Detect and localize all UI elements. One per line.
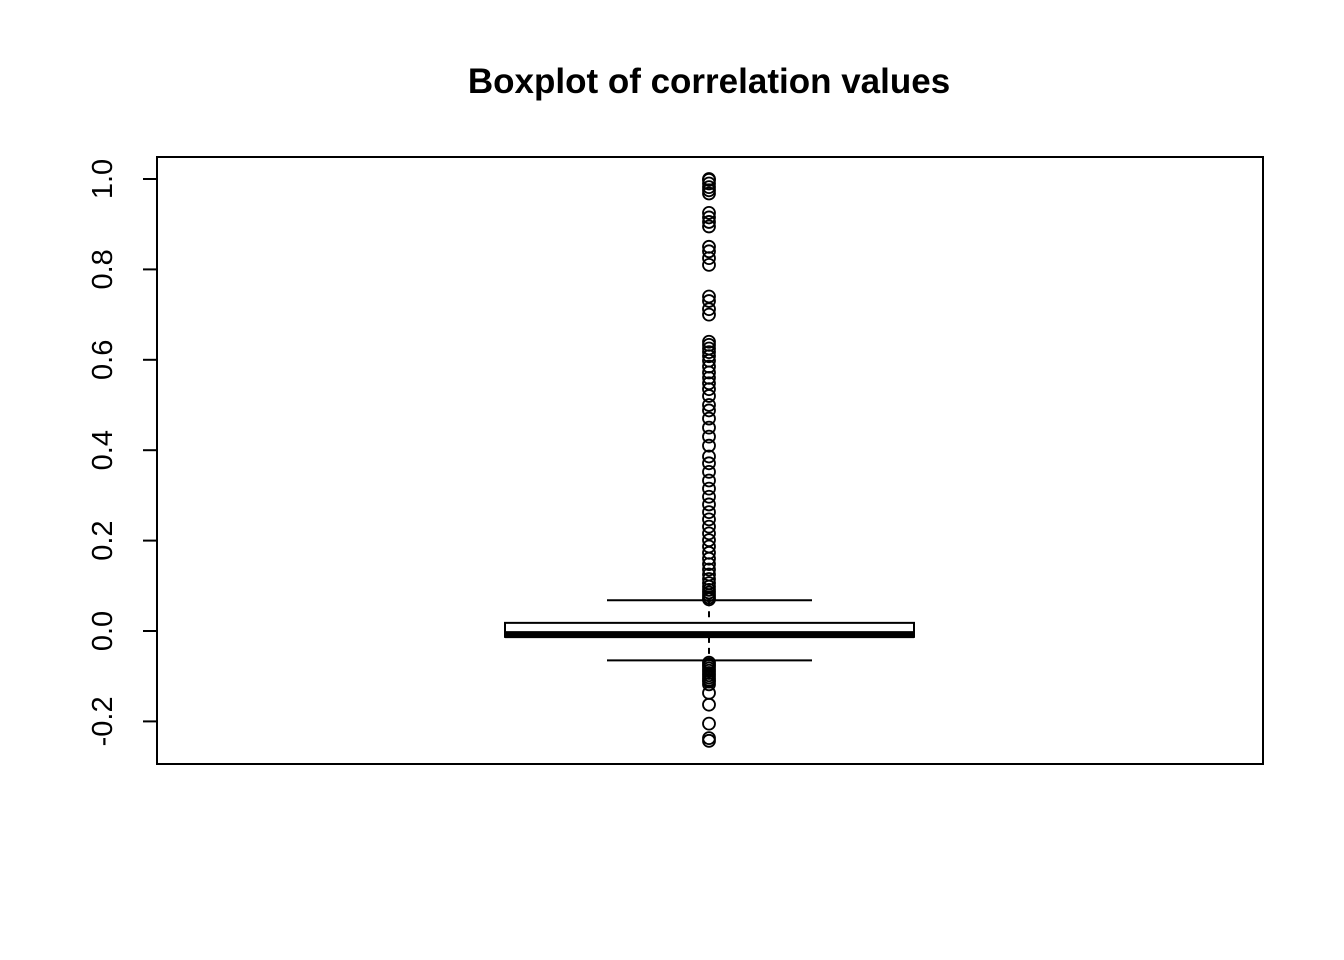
outlier-point xyxy=(702,562,716,577)
outlier-point xyxy=(702,205,716,220)
outlier-point xyxy=(702,210,716,225)
outlier-point xyxy=(702,398,716,412)
outlier-group xyxy=(702,172,716,748)
y-tick-label: 0.8 xyxy=(87,249,119,289)
outlier-point xyxy=(702,215,716,229)
outlier-point xyxy=(702,464,716,479)
outlier-point xyxy=(702,180,716,195)
outlier-point xyxy=(702,420,716,435)
y-tick-label: 0.0 xyxy=(87,611,119,651)
outlier-point xyxy=(702,359,716,374)
outlier-point xyxy=(702,429,716,444)
outlier-point xyxy=(702,244,716,259)
outlier-point xyxy=(702,294,716,308)
outlier-point xyxy=(702,489,716,504)
outlier-point xyxy=(702,512,716,527)
outlier-point xyxy=(702,539,716,554)
outlier-point xyxy=(702,176,716,191)
outlier-point xyxy=(702,567,716,582)
outlier-point xyxy=(702,239,716,254)
outlier-point xyxy=(702,526,716,541)
outlier-point xyxy=(702,341,716,356)
chart-title: Boxplot of correlation values xyxy=(468,62,950,101)
y-tick-label: 1.0 xyxy=(87,159,119,199)
outlier-point xyxy=(702,307,716,322)
outlier-point xyxy=(702,576,716,590)
outlier-point xyxy=(702,345,716,360)
outlier-point xyxy=(702,655,716,670)
outlier-point xyxy=(702,449,716,464)
outlier-point xyxy=(702,219,716,234)
outlier-point xyxy=(702,533,716,548)
outlier-point xyxy=(702,481,716,496)
y-tick-label: 0.2 xyxy=(87,520,119,560)
outlier-point xyxy=(702,497,716,512)
outlier-point xyxy=(702,334,716,349)
outlier-point xyxy=(702,172,716,186)
outlier-point xyxy=(702,257,716,272)
outlier-point xyxy=(702,376,716,391)
outlier-point xyxy=(702,519,716,534)
y-tick-label: 0.4 xyxy=(87,430,119,470)
outlier-point xyxy=(702,505,716,520)
outlier-point xyxy=(702,438,716,453)
outlier-point xyxy=(702,731,716,746)
y-tick-label: -0.2 xyxy=(87,696,119,746)
outlier-point xyxy=(702,733,716,748)
outlier-point xyxy=(702,289,716,304)
outlier-point xyxy=(702,403,716,418)
outlier-point xyxy=(702,697,716,712)
y-tick-label: 0.6 xyxy=(87,340,119,380)
y-axis: -0.2 0.0 0.2 0.4 0.6 0.8 1.0 xyxy=(87,159,158,746)
outlier-point xyxy=(702,456,716,471)
box-group xyxy=(504,599,915,662)
outlier-point xyxy=(702,411,716,426)
outlier-point xyxy=(702,716,716,731)
outlier-point xyxy=(702,473,716,488)
outlier-point xyxy=(702,572,716,586)
